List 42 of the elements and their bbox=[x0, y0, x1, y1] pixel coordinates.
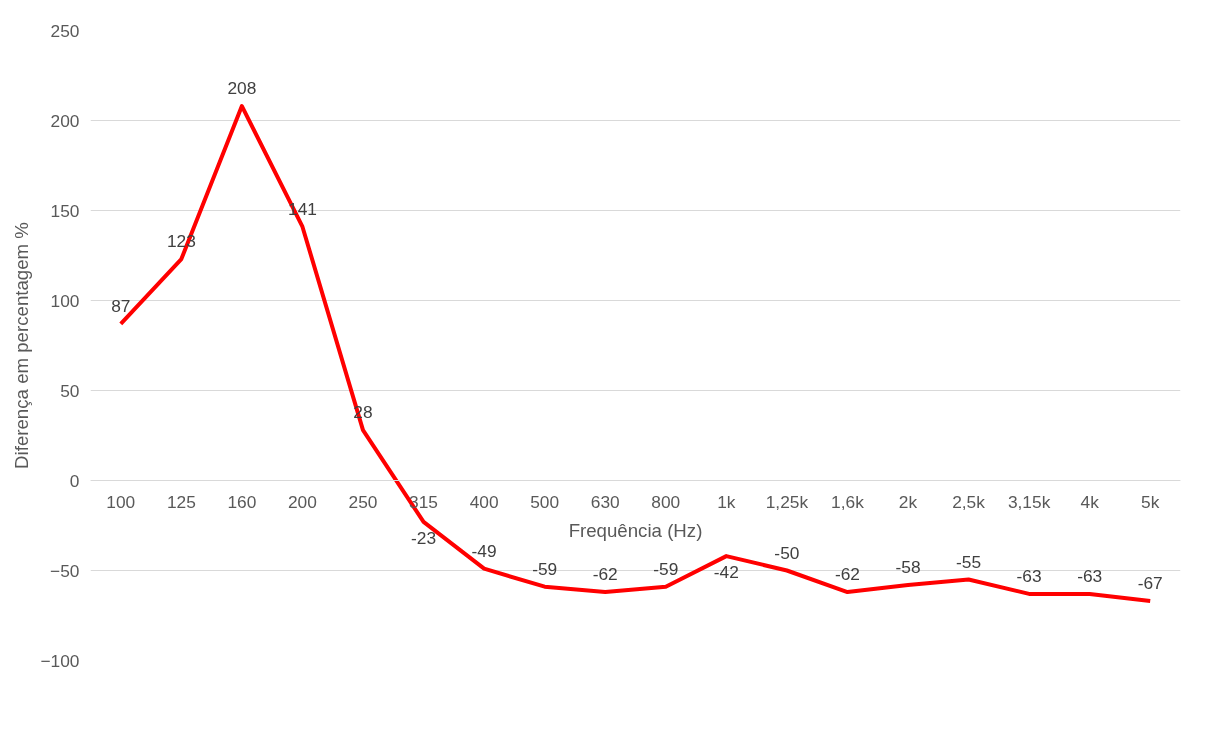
x-tick-label: 500 bbox=[530, 491, 560, 512]
data-label: -62 bbox=[592, 564, 618, 585]
x-tick-label: 3,15k bbox=[1007, 491, 1051, 512]
x-tick-label: 100 bbox=[106, 491, 136, 512]
x-tick-label: 160 bbox=[227, 491, 257, 512]
x-tick-label: 800 bbox=[651, 491, 681, 512]
data-label: -62 bbox=[834, 564, 860, 585]
data-label: -59 bbox=[653, 558, 679, 579]
x-tick-label: 1,25k bbox=[765, 491, 809, 512]
x-tick-label: 125 bbox=[166, 491, 196, 512]
x-tick-label: 250 bbox=[348, 491, 378, 512]
x-tick-label: 5k bbox=[1141, 491, 1160, 512]
x-axis-title: Frequência (Hz) bbox=[568, 519, 703, 541]
data-label: -58 bbox=[895, 556, 921, 577]
y-tick-label: −100 bbox=[40, 650, 80, 671]
y-tick-label: 0 bbox=[69, 470, 80, 491]
y-tick-label: 250 bbox=[50, 20, 80, 41]
y-tick-label: 50 bbox=[60, 380, 80, 401]
x-tick-label: 200 bbox=[287, 491, 317, 512]
x-tick-label: 630 bbox=[590, 491, 620, 512]
data-label: -42 bbox=[713, 562, 739, 583]
data-label: -50 bbox=[774, 542, 800, 563]
y-tick-label: 150 bbox=[50, 200, 80, 221]
y-tick-label: 200 bbox=[50, 110, 80, 131]
data-label: 208 bbox=[227, 78, 257, 99]
x-tick-label: 2,5k bbox=[952, 491, 986, 512]
data-label: -49 bbox=[471, 540, 497, 561]
y-tick-label: 100 bbox=[50, 290, 80, 311]
x-tick-label: 1,6k bbox=[831, 491, 865, 512]
y-tick-label: −50 bbox=[50, 560, 80, 581]
y-axis-title: Diferença em percentagem % bbox=[11, 222, 33, 469]
x-tick-label: 2k bbox=[898, 491, 918, 512]
data-label: -55 bbox=[956, 551, 982, 572]
x-tick-label: 4k bbox=[1080, 491, 1100, 512]
data-label: -63 bbox=[1016, 565, 1042, 586]
data-label: -67 bbox=[1137, 573, 1163, 594]
data-label: 87 bbox=[111, 295, 131, 316]
data-label: -23 bbox=[411, 527, 437, 548]
data-label: -63 bbox=[1077, 565, 1103, 586]
x-tick-label: 400 bbox=[469, 491, 499, 512]
data-label: -59 bbox=[532, 558, 558, 579]
x-tick-label: 1k bbox=[717, 491, 736, 512]
